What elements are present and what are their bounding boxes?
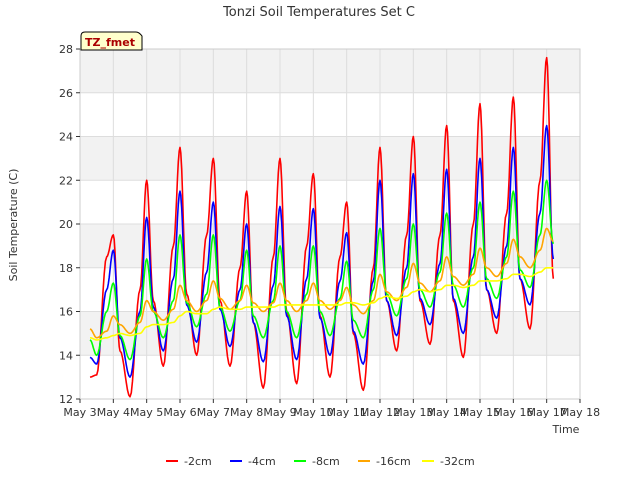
y-tick-label: 12 (59, 393, 73, 406)
legend-label: -8cm (312, 455, 340, 468)
y-tick-label: 24 (59, 131, 73, 144)
x-axis-label: Time (552, 423, 580, 436)
series-lines (89, 56, 555, 398)
x-tick-label: May 11 (327, 406, 367, 419)
plot-area (79, 48, 581, 400)
x-tick-label: May 4 (97, 406, 130, 419)
x-tick-label: May 17 (527, 406, 567, 419)
x-tick-label: May 10 (293, 406, 333, 419)
y-tick-label: 28 (59, 43, 73, 56)
series-line-m16cm (89, 227, 554, 339)
tz-fmet-badge: TZ_fmet (80, 31, 143, 51)
y-tick-label: 18 (59, 262, 73, 275)
x-tick-label: May 6 (163, 406, 196, 419)
x-tick-label: May 18 (560, 406, 600, 419)
x-tick-label: May 8 (230, 406, 263, 419)
x-tick-label: May 5 (130, 406, 163, 419)
legend-label: -32cm (440, 455, 475, 468)
y-tick-label: 22 (59, 174, 73, 187)
plot-band (80, 311, 580, 356)
x-tick-label: May 16 (493, 406, 533, 419)
x-tick-label: May 12 (360, 406, 400, 419)
plot-band (80, 136, 580, 181)
x-tick-label: May 15 (460, 406, 500, 419)
y-tick-label: 26 (59, 87, 73, 100)
legend-label: -4cm (248, 455, 276, 468)
series-line-m32cm (90, 267, 554, 341)
legend-label: -16cm (376, 455, 411, 468)
series-line-m4cm (89, 124, 555, 378)
legend-label: -2cm (184, 455, 212, 468)
y-tick-label: 16 (59, 306, 73, 319)
plot-band (80, 224, 580, 268)
x-tick-label: May 14 (427, 406, 467, 419)
badge-label: TZ_fmet (85, 36, 135, 49)
badge-box (80, 31, 143, 51)
legend: -2cm -4cm -8cm -16cm -32cm (166, 455, 475, 468)
series-line-m8cm (89, 179, 555, 361)
x-tick-label: May 7 (197, 406, 230, 419)
y-tick-label: 20 (59, 218, 73, 231)
x-tick-label: May 9 (263, 406, 296, 419)
x-tick-label: May 3 (63, 406, 96, 419)
y-tick-label: 14 (59, 349, 73, 362)
x-tick-label: May 13 (393, 406, 433, 419)
plot-band (80, 49, 580, 93)
y-axis-label: Soil Temperature (C) (7, 169, 20, 282)
chart-title: Tonzi Soil Temperatures Set C (222, 5, 415, 20)
y-axis: 12 14 16 18 20 22 24 26 28 (59, 43, 80, 406)
